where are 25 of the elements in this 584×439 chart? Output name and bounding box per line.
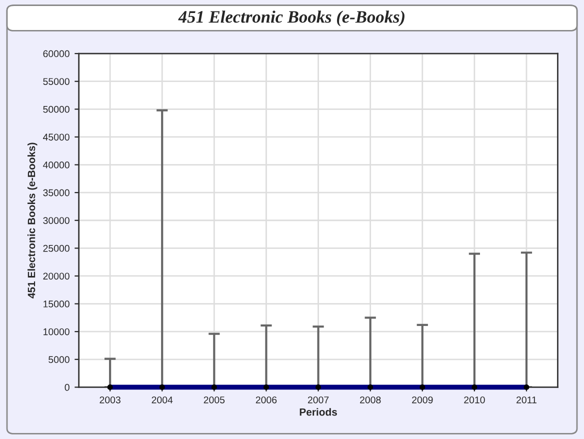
y-tick-label: 15000 [44, 300, 70, 308]
y-tick-label: 20000 [43, 272, 70, 280]
y-tick-label: 5000 [48, 356, 70, 364]
x-tick-label: 2005 [204, 396, 225, 404]
y-tick-label: 50000 [43, 106, 70, 113]
y-tick-label: 45000 [43, 134, 70, 141]
x-tick-label: 2004 [152, 396, 173, 404]
x-tick-label: 2010 [464, 396, 485, 404]
chart-title: 451 Electronic Books (e-Books) [178, 10, 404, 26]
y-tick-label: 10000 [44, 328, 70, 336]
y-tick-label: 30000 [43, 217, 70, 224]
y-tick-label: 0 [64, 384, 70, 391]
x-axis-title: Periods [300, 408, 337, 416]
x-tick-label: 2006 [256, 396, 277, 404]
y-tick-label: 60000 [43, 50, 70, 58]
x-tick-label: 2003 [100, 396, 120, 404]
y-axis-title: 451 Electronic Books (e-Books) [28, 142, 38, 298]
x-tick-label: 2011 [516, 396, 536, 404]
y-tick-label: 35000 [43, 189, 70, 196]
x-tick-label: 2009 [412, 396, 433, 404]
x-tick-label: 2008 [360, 396, 381, 404]
x-tick-label: 2007 [308, 396, 329, 404]
y-tick-label: 55000 [43, 78, 70, 85]
y-tick-label: 40000 [43, 162, 70, 168]
y-tick-label: 25000 [43, 244, 70, 252]
